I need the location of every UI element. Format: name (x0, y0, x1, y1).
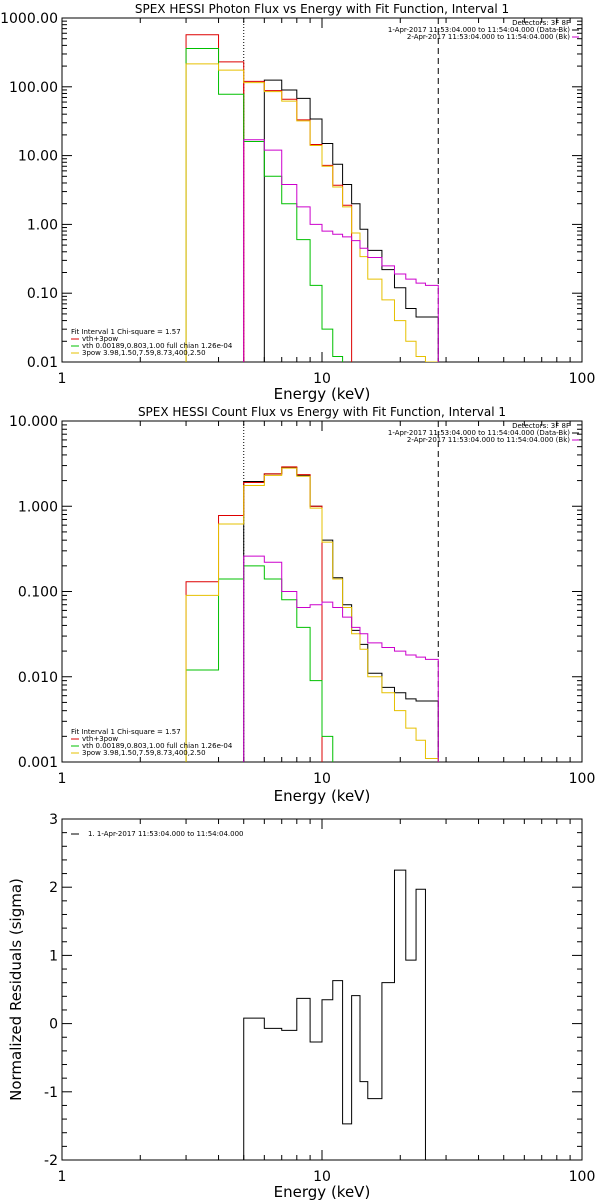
x-tick-label: 100 (569, 371, 596, 387)
count-flux-panel: SPEX HESSI Count Flux vs Energy with Fit… (9, 405, 595, 805)
x-tick-label: 1 (58, 371, 67, 387)
x-tick-label: 10 (313, 1169, 331, 1185)
x-tick-label: 1 (58, 771, 67, 787)
series-line-5 (243, 139, 439, 362)
legend-text: 1. 1-Apr-2017 11:53:04.000 to 11:54:04.0… (88, 830, 243, 838)
legend-text: vth+3pow (82, 335, 118, 343)
series-line-0 (243, 869, 439, 1160)
chart-title: SPEX HESSI Count Flux vs Energy with Fit… (138, 405, 506, 419)
y-tick-label: 10.000 (9, 414, 58, 430)
x-axis-label: Energy (keV) (274, 787, 371, 805)
header-text: 1-Apr-2017 11:53:04.000 to 11:54:04.000 … (388, 26, 570, 34)
y-tick-label: 1000.00 (0, 11, 58, 27)
y-tick-label: 1.000 (18, 499, 58, 515)
header-text: 1-Apr-2017 11:53:04.000 to 11:54:04.000 … (388, 429, 570, 437)
x-tick-label: 1 (58, 1169, 67, 1185)
header-text: Detectors: 3F 8F (512, 422, 570, 430)
residuals-panel: 1 10 100 -2 -1 0 1 2 3 Energy (keV) Normalized Res… (7, 812, 595, 1200)
legend-text: Fit Interval 1 Chi-square = 1.57 (71, 328, 181, 336)
series-group (243, 869, 439, 1160)
legend-text: 3pow 3.98,1.50,7.59,8.73,400,2.50 (82, 349, 206, 357)
y-tick-label: 2 (49, 880, 58, 896)
x-tick-label: 100 (569, 1169, 596, 1185)
x-axis-label: Energy (keV) (274, 1183, 371, 1200)
series-line-0 (185, 79, 439, 362)
y-tick-label: 0.001 (18, 755, 58, 771)
photon-flux-panel: SPEX HESSI Photon Flux vs Energy with Fi… (0, 2, 595, 403)
y-tick-label: -1 (44, 1085, 58, 1101)
series-line-4 (185, 63, 439, 362)
x-tick-label: 10 (313, 371, 331, 387)
series-group (185, 466, 439, 762)
y-axis-label: Normalized Residuals (sigma) (7, 878, 25, 1101)
x-axis-label: Energy (keV) (274, 385, 371, 403)
y-tick-label: 0.10 (27, 286, 58, 302)
series-line-3 (185, 48, 344, 362)
series-line-3 (185, 467, 439, 762)
x-tick-label: 10 (313, 771, 331, 787)
x-tick-label: 100 (569, 771, 596, 787)
legend-text: Fit Interval 1 Chi-square = 1.57 (71, 728, 181, 736)
series-group (185, 34, 439, 362)
y-tick-label: 3 (49, 812, 58, 828)
series-line-1 (185, 34, 245, 362)
header-text: Detectors: 3F 8F (512, 19, 570, 27)
y-tick-label: 0.010 (18, 670, 58, 686)
legend-text: 3pow 3.98,1.50,7.59,8.73,400,2.50 (82, 749, 206, 757)
series-line-4 (243, 555, 439, 762)
y-tick-label: 100.00 (9, 80, 58, 96)
header-text: 2-Apr-2017 11:53:04.000 to 11:54:04.000 … (407, 436, 570, 444)
legend-text: vth+3pow (82, 735, 118, 743)
y-tick-label: 1.00 (27, 217, 58, 233)
plot-frame (61, 818, 583, 1161)
y-tick-label: -2 (44, 1153, 58, 1169)
series-line-2 (243, 80, 353, 362)
y-tick-label: 1 (49, 948, 58, 964)
y-tick-label: 0 (49, 1017, 58, 1033)
header-text: 2-Apr-2017 11:53:04.000 to 11:54:04.000 … (407, 33, 570, 41)
series-line-0 (243, 466, 439, 762)
y-tick-label: 0.01 (27, 355, 58, 371)
chart-title: SPEX HESSI Photon Flux vs Energy with Fi… (135, 2, 509, 16)
y-tick-label: 0.100 (18, 585, 58, 601)
series-line-1 (185, 466, 323, 762)
legend-text: vth 0.00189,0.803,1.00 full chian 1.26e-… (82, 342, 233, 350)
legend-text: vth 0.00189,0.803,1.00 full chian 1.26e-… (82, 742, 233, 750)
y-tick-label: 10.00 (18, 149, 58, 165)
